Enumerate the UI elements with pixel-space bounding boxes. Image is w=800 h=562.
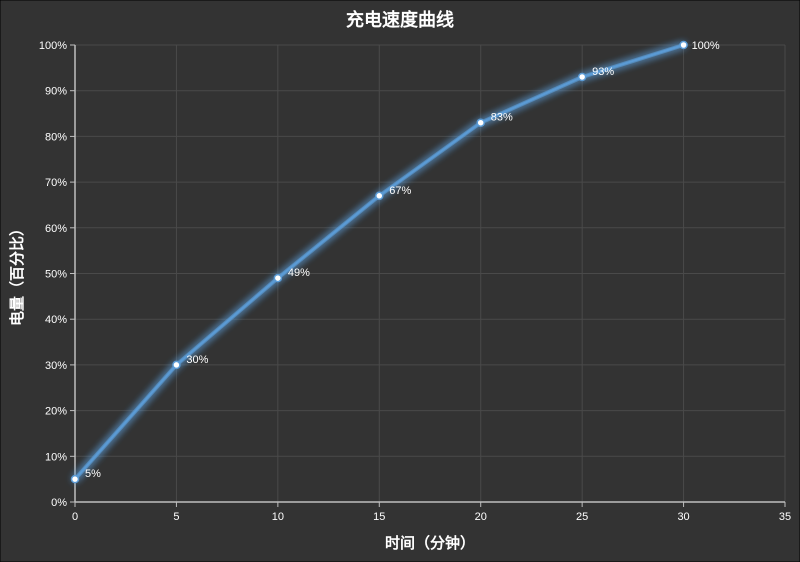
y-tick-label: 100% xyxy=(39,40,67,52)
data-point xyxy=(477,119,484,126)
data-point xyxy=(376,192,383,199)
data-label: 100% xyxy=(692,40,720,52)
y-tick-label: 0% xyxy=(51,497,67,509)
y-tick-label: 20% xyxy=(45,406,67,418)
y-tick-label: 50% xyxy=(45,269,67,281)
y-tick-label: 60% xyxy=(45,223,67,235)
x-tick-label: 15 xyxy=(373,511,385,523)
x-axis-label: 时间（分钟） xyxy=(385,534,475,552)
x-tick-label: 0 xyxy=(72,511,78,523)
chart-title: 充电速度曲线 xyxy=(346,9,454,30)
data-label: 5% xyxy=(85,468,101,480)
data-point xyxy=(274,275,281,282)
y-tick-label: 80% xyxy=(45,131,67,143)
x-tick-label: 20 xyxy=(475,511,487,523)
y-axis-label: 电量（百分比） xyxy=(8,221,26,326)
chart-container: 0% 10% 20% 30% 40% 50% 60% 70% 80% 90% 100% 0 5 10 15 2… xyxy=(0,0,800,562)
y-tick-label: 30% xyxy=(45,360,67,372)
y-tick-label: 10% xyxy=(45,451,67,463)
x-tick-label: 30 xyxy=(677,511,689,523)
data-label: 67% xyxy=(389,185,411,197)
y-tick-label: 40% xyxy=(45,314,67,326)
x-tick-label: 25 xyxy=(576,511,588,523)
data-point xyxy=(173,361,180,368)
data-point xyxy=(72,476,79,483)
y-tick-label: 90% xyxy=(45,86,67,98)
data-point xyxy=(680,42,687,49)
data-label: 49% xyxy=(288,267,310,279)
x-tick-label: 35 xyxy=(779,511,791,523)
data-label: 83% xyxy=(491,112,513,124)
data-label: 30% xyxy=(186,354,208,366)
data-point xyxy=(579,73,586,80)
data-label: 93% xyxy=(592,66,614,78)
x-tick-label: 10 xyxy=(272,511,284,523)
charging-speed-chart: 0% 10% 20% 30% 40% 50% 60% 70% 80% 90% 100% 0 5 10 15 2… xyxy=(0,0,800,562)
y-tick-label: 70% xyxy=(45,177,67,189)
x-tick-label: 5 xyxy=(173,511,179,523)
